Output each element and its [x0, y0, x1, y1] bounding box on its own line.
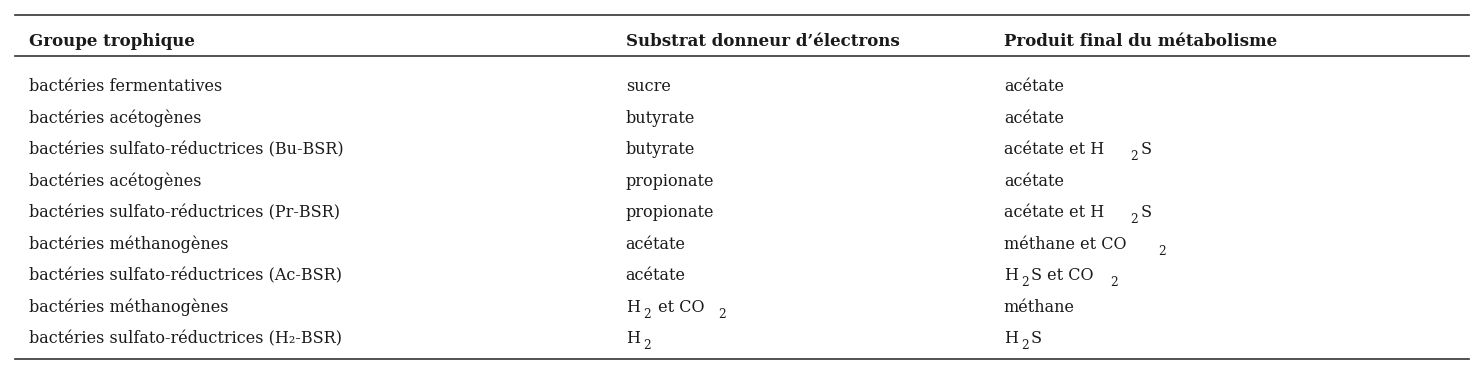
Text: 2: 2: [718, 308, 726, 321]
Text: et CO: et CO: [653, 299, 705, 316]
Text: H: H: [1003, 267, 1018, 284]
Text: propionate: propionate: [626, 173, 714, 190]
Text: bactéries acétogènes: bactéries acétogènes: [30, 173, 202, 190]
Text: acétate et H: acétate et H: [1003, 141, 1104, 158]
Text: 2: 2: [1131, 150, 1138, 163]
Text: butyrate: butyrate: [626, 141, 695, 158]
Text: bactéries sulfato-réductrices (H₂-BSR): bactéries sulfato-réductrices (H₂-BSR): [30, 330, 343, 347]
Text: S: S: [1140, 204, 1152, 221]
Text: bactéries sulfato-réductrices (Bu-BSR): bactéries sulfato-réductrices (Bu-BSR): [30, 141, 344, 158]
Text: bactéries méthanogènes: bactéries méthanogènes: [30, 236, 229, 253]
Text: acétate et H: acétate et H: [1003, 204, 1104, 221]
Text: 2: 2: [1021, 339, 1028, 353]
Text: S: S: [1031, 330, 1042, 347]
Text: acétate: acétate: [626, 236, 686, 253]
Text: 2: 2: [1021, 276, 1028, 289]
Text: 2: 2: [644, 339, 651, 353]
Text: 2: 2: [1159, 245, 1166, 258]
Text: acétate: acétate: [1003, 78, 1064, 95]
Text: propionate: propionate: [626, 204, 714, 221]
Text: bactéries acétogènes: bactéries acétogènes: [30, 110, 202, 127]
Text: H: H: [1003, 330, 1018, 347]
Text: bactéries sulfato-réductrices (Pr-BSR): bactéries sulfato-réductrices (Pr-BSR): [30, 204, 340, 221]
Text: méthane: méthane: [1003, 299, 1074, 316]
Text: 2: 2: [1131, 213, 1138, 226]
Text: bactéries sulfato-réductrices (Ac-BSR): bactéries sulfato-réductrices (Ac-BSR): [30, 267, 343, 284]
Text: bactéries fermentatives: bactéries fermentatives: [30, 78, 223, 95]
Text: Groupe trophique: Groupe trophique: [30, 33, 196, 50]
Text: S et CO: S et CO: [1031, 267, 1094, 284]
Text: bactéries méthanogènes: bactéries méthanogènes: [30, 299, 229, 316]
Text: butyrate: butyrate: [626, 110, 695, 127]
Text: acétate: acétate: [1003, 110, 1064, 127]
Text: acétate: acétate: [1003, 173, 1064, 190]
Text: S: S: [1140, 141, 1152, 158]
Text: méthane et CO: méthane et CO: [1003, 236, 1126, 253]
Text: Produit final du métabolisme: Produit final du métabolisme: [1003, 33, 1276, 50]
Text: H: H: [626, 299, 640, 316]
Text: H: H: [626, 330, 640, 347]
Text: sucre: sucre: [626, 78, 671, 95]
Text: 2: 2: [644, 308, 651, 321]
Text: acétate: acétate: [626, 267, 686, 284]
Text: Substrat donneur d’électrons: Substrat donneur d’électrons: [626, 33, 899, 50]
Text: 2: 2: [1110, 276, 1117, 289]
